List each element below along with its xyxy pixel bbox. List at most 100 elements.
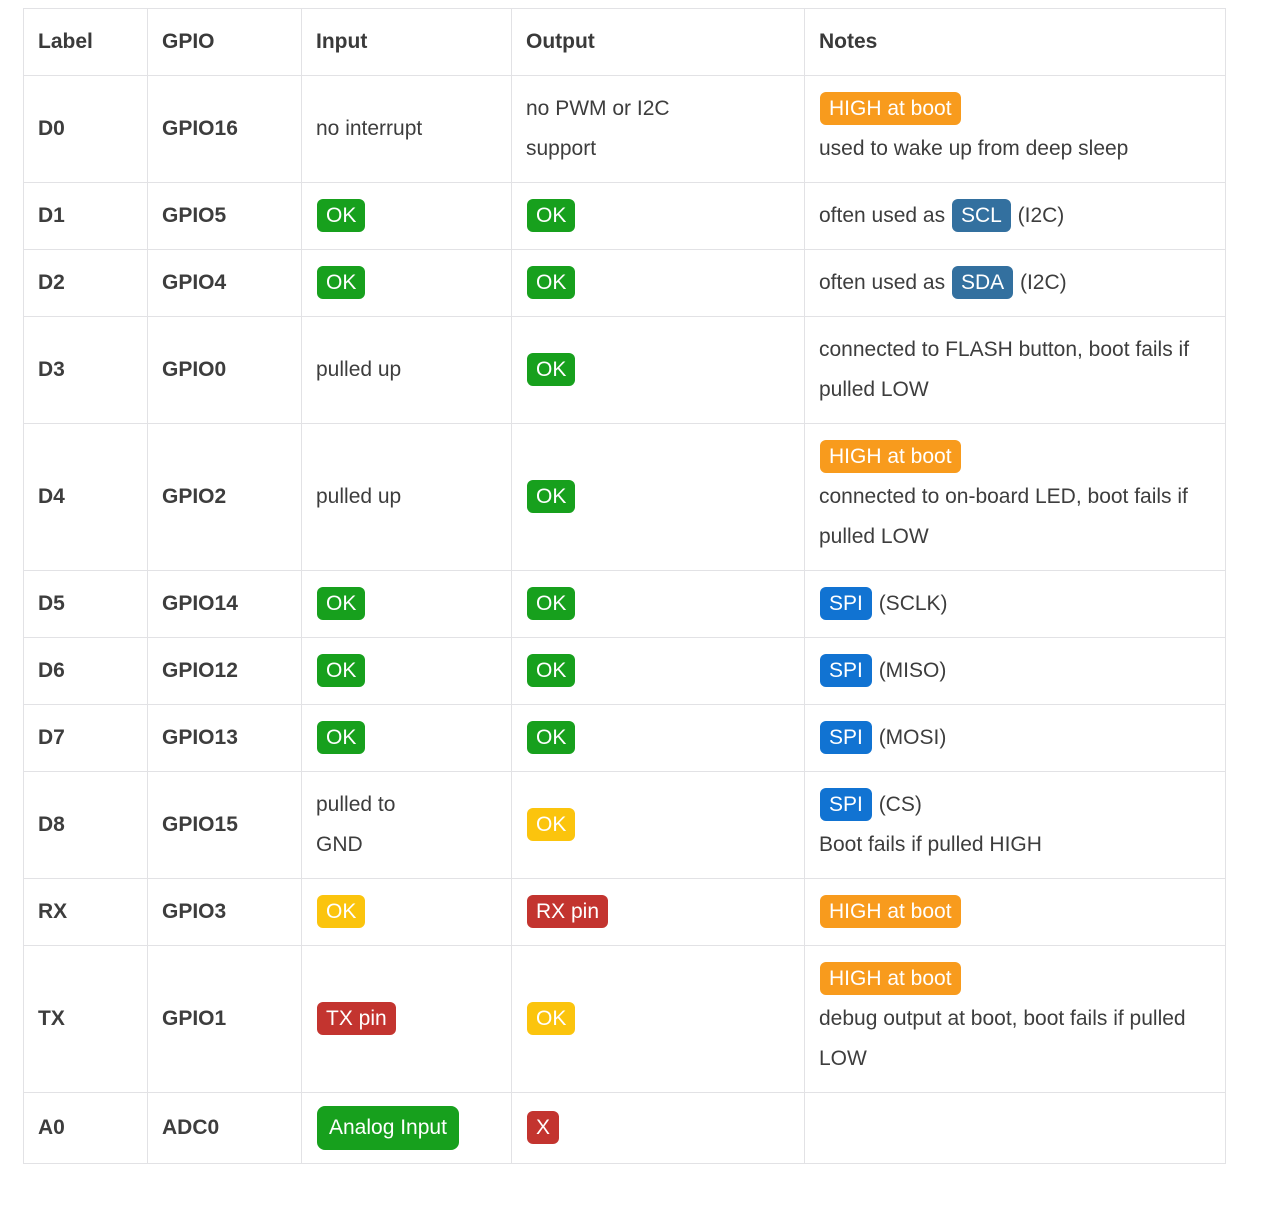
status-badge-green: Analog Input <box>317 1106 459 1150</box>
table-row: D7 GPIO13 OK OK SPI (MOSI) <box>23 704 1226 772</box>
table-row: D1 GPIO5 OK OK often used as SCL (I2C) <box>23 182 1226 250</box>
cell-text: (I2C) <box>1011 204 1065 227</box>
table-row: A0 ADC0 Analog Input X <box>23 1092 1226 1164</box>
cell-notes: HIGH at boot connected to on-board LED, b… <box>804 423 1226 571</box>
cell-gpio: GPIO4 <box>147 249 302 317</box>
status-badge-green: OK <box>317 721 366 754</box>
cell-text: debug output at boot, boot fails if pull… <box>819 1007 1186 1070</box>
status-badge-bright_blue: SPI <box>820 654 872 687</box>
cell-text: (MOSI) <box>872 726 947 749</box>
status-badge-green: OK <box>317 587 366 620</box>
table-row: D5 GPIO14 OK OK SPI (SCLK) <box>23 570 1226 638</box>
status-badge-green: OK <box>527 353 576 386</box>
cell-output: no PWM or I2C support <box>511 75 805 183</box>
cell-text: (MISO) <box>872 659 947 682</box>
cell-notes: connected to FLASH button, boot fails if… <box>804 316 1226 424</box>
cell-gpio: GPIO0 <box>147 316 302 424</box>
cell-label: D0 <box>23 75 148 183</box>
cell-notes: HIGH at boot <box>804 878 1226 946</box>
cell-output: OK <box>511 182 805 250</box>
cell-text: no interrupt <box>316 117 423 140</box>
cell-output: OK <box>511 945 805 1093</box>
cell-text: GND <box>316 833 363 856</box>
cell-label: D8 <box>23 771 148 879</box>
cell-gpio: GPIO1 <box>147 945 302 1093</box>
status-badge-yellow: OK <box>527 808 576 841</box>
status-badge-orange: HIGH at boot <box>820 895 961 928</box>
cell-text: connected to on-board LED, boot fails if… <box>819 485 1188 548</box>
table-row: RX GPIO3 OK RX pin HIGH at boot <box>23 878 1226 946</box>
cell-input: pulled up <box>301 316 512 424</box>
cell-label: D1 <box>23 182 148 250</box>
cell-notes: HIGH at boot used to wake up from deep sl… <box>804 75 1226 183</box>
cell-output: OK <box>511 771 805 879</box>
cell-gpio: ADC0 <box>147 1092 302 1164</box>
status-badge-steel_blue: SDA <box>951 266 1014 299</box>
cell-text: Boot fails if pulled HIGH <box>819 833 1042 856</box>
table-row: D0 GPIO16 no interrupt no PWM or I2C support… <box>23 75 1226 183</box>
cell-input: OK <box>301 249 512 317</box>
cell-text: connected to FLASH button, boot fails if… <box>819 338 1190 401</box>
status-badge-bright_blue: SPI <box>820 721 872 754</box>
table-row: D3 GPIO0 pulled up OK connected to FLASH but… <box>23 316 1226 424</box>
cell-input: OK <box>301 182 512 250</box>
status-badge-red: RX pin <box>527 895 609 928</box>
cell-label: D4 <box>23 423 148 571</box>
table-row: TX GPIO1 TX pin OK HIGH at boot debug output … <box>23 945 1226 1093</box>
status-badge-orange: HIGH at boot <box>820 440 961 473</box>
cell-text: pulled up <box>316 358 402 381</box>
column-header-output: Output <box>511 8 805 76</box>
status-badge-red: TX pin <box>317 1002 396 1035</box>
cell-input: OK <box>301 704 512 772</box>
table-row: D6 GPIO12 OK OK SPI (MISO) <box>23 637 1226 705</box>
cell-output: OK <box>511 637 805 705</box>
status-badge-orange: HIGH at boot <box>820 92 961 125</box>
column-header-notes: Notes <box>804 8 1226 76</box>
column-header-gpio: GPIO <box>147 8 302 76</box>
cell-text: (I2C) <box>1014 271 1067 294</box>
cell-text: pulled up <box>316 485 402 508</box>
cell-input: Analog Input <box>301 1092 512 1164</box>
column-header-label: Label <box>23 8 148 76</box>
cell-output: OK <box>511 316 805 424</box>
status-badge-green: OK <box>317 266 366 299</box>
cell-gpio: GPIO13 <box>147 704 302 772</box>
table-row: D2 GPIO4 OK OK often used as SDA (I2C) <box>23 249 1226 317</box>
cell-notes: SPI (SCLK) <box>804 570 1226 638</box>
cell-label: TX <box>23 945 148 1093</box>
cell-input: OK <box>301 570 512 638</box>
cell-input: OK <box>301 637 512 705</box>
cell-notes: HIGH at boot debug output at boot, boot f… <box>804 945 1226 1093</box>
cell-notes: often used as SDA (I2C) <box>804 249 1226 317</box>
cell-text: pulled to <box>316 793 396 816</box>
cell-gpio: GPIO15 <box>147 771 302 879</box>
table-row: D4 GPIO2 pulled up OK HIGH at boot connected … <box>23 423 1226 571</box>
gpio-pinout-table: Label GPIO Input Output Notes D0 GPIO16 no int… <box>23 8 1226 1164</box>
cell-label: D3 <box>23 316 148 424</box>
status-badge-green: OK <box>317 199 366 232</box>
cell-text: often used as <box>819 271 951 294</box>
cell-gpio: GPIO5 <box>147 182 302 250</box>
table-row: D8 GPIO15 pulled to GND OK SPI (CS) Boot fails… <box>23 771 1226 879</box>
cell-gpio: GPIO3 <box>147 878 302 946</box>
status-badge-steel_blue: SCL <box>951 199 1011 232</box>
cell-notes: often used as SCL (I2C) <box>804 182 1226 250</box>
cell-label: D7 <box>23 704 148 772</box>
status-badge-green: OK <box>527 266 576 299</box>
status-badge-red: X <box>527 1111 560 1144</box>
cell-text: no PWM or I2C <box>526 97 670 120</box>
status-badge-green: OK <box>317 654 366 687</box>
status-badge-green: OK <box>527 721 576 754</box>
cell-gpio: GPIO2 <box>147 423 302 571</box>
cell-output: OK <box>511 570 805 638</box>
status-badge-bright_blue: SPI <box>820 587 872 620</box>
cell-text: (CS) <box>872 793 922 816</box>
status-badge-green: OK <box>527 654 576 687</box>
cell-input: pulled to GND <box>301 771 512 879</box>
header-row: Label GPIO Input Output Notes <box>23 8 1226 76</box>
cell-output: OK <box>511 704 805 772</box>
cell-output: OK <box>511 423 805 571</box>
cell-text: support <box>526 137 597 160</box>
status-badge-yellow: OK <box>527 1002 576 1035</box>
cell-gpio: GPIO14 <box>147 570 302 638</box>
